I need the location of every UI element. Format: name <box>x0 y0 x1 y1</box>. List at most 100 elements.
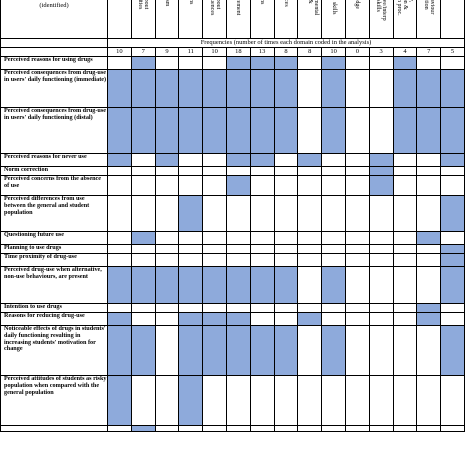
coded-cell <box>440 244 465 254</box>
frequency-value: 0 <box>344 47 370 57</box>
empty-cell <box>107 244 132 254</box>
empty-cell <box>273 253 299 267</box>
empty-cell <box>225 166 251 176</box>
empty-cell <box>368 303 394 313</box>
empty-cell <box>416 425 442 432</box>
table-row: Perceived consequences from drug-use in … <box>0 107 465 154</box>
empty-cell <box>321 375 346 426</box>
empty-cell <box>321 195 346 232</box>
empty-cell <box>344 425 370 432</box>
empty-cell <box>178 303 204 313</box>
empty-cell <box>416 153 442 167</box>
empty-cell <box>440 425 465 432</box>
behaviour-label: Intention to use drugs <box>0 303 108 313</box>
empty-cell <box>297 166 323 176</box>
empty-cell <box>416 375 442 426</box>
empty-cell <box>130 303 156 313</box>
domain-header-label: ry, ion & on proc. <box>395 0 414 16</box>
domain-header-label: nces <box>282 0 289 7</box>
coded-cell <box>225 325 251 376</box>
empty-cell <box>154 312 180 326</box>
empty-cell <box>202 253 227 267</box>
table-row: Perceived attitudes of students as risky… <box>0 375 465 426</box>
coded-cell <box>440 107 465 154</box>
coded-cell <box>416 303 442 313</box>
empty-cell <box>202 175 227 196</box>
empty-cell <box>368 266 394 304</box>
empty-cell <box>392 153 418 167</box>
coded-cell <box>130 231 156 245</box>
empty-cell <box>321 166 346 176</box>
coded-cell <box>225 175 251 196</box>
coded-cell <box>225 312 251 326</box>
empty-cell <box>154 303 180 313</box>
empty-cell <box>130 253 156 267</box>
empty-cell <box>297 244 323 254</box>
empty-cell <box>178 56 204 70</box>
coded-cell <box>225 266 251 304</box>
behaviour-label: Perceived reasons for never use <box>0 153 108 167</box>
coded-cell <box>202 325 227 376</box>
domain-header-label: about ilities <box>137 0 150 10</box>
empty-cell <box>392 303 418 313</box>
coded-cell <box>178 266 204 304</box>
coded-cell <box>392 107 418 154</box>
frequencies-row-spacer <box>0 47 108 57</box>
domain-header-label: ons <box>187 0 194 5</box>
coded-cell <box>321 107 346 154</box>
frequency-value: 13 <box>249 47 275 57</box>
behaviour-label: Perceived drug-use when alternative, non… <box>0 266 108 304</box>
empty-cell <box>225 195 251 232</box>
empty-cell <box>297 56 323 70</box>
coded-cell <box>440 153 465 167</box>
empty-cell <box>154 325 180 376</box>
empty-cell <box>392 244 418 254</box>
empty-cell <box>273 303 299 313</box>
domain-header: ons <box>178 0 204 39</box>
coded-cell <box>154 266 180 304</box>
table-row: Intention to use drugs <box>0 303 465 313</box>
empty-cell <box>225 303 251 313</box>
empty-cell <box>344 56 370 70</box>
empty-cell <box>107 253 132 267</box>
coded-cell <box>273 107 299 154</box>
domain-header-label: ons <box>259 0 266 5</box>
coded-cell <box>130 425 156 432</box>
behaviour-label: Perceived consequences from drug-use in … <box>0 107 108 154</box>
coded-cell <box>297 153 323 167</box>
empty-cell <box>273 244 299 254</box>
coded-cell <box>225 69 251 108</box>
empty-cell <box>273 425 299 432</box>
empty-cell <box>154 56 180 70</box>
empty-cell <box>178 253 204 267</box>
empty-cell <box>416 253 442 267</box>
coded-cell <box>130 56 156 70</box>
behaviour-label: Noticeable effects of drugs in students'… <box>0 325 108 376</box>
coded-cell <box>321 56 346 70</box>
empty-cell <box>202 425 227 432</box>
empty-cell <box>249 231 275 245</box>
coded-cell <box>273 266 299 304</box>
coded-cell <box>249 56 275 70</box>
table-row: Time proximity of drug-use <box>0 253 465 267</box>
table-row: Perceived drug-use when alternative, non… <box>0 266 465 304</box>
empty-cell <box>297 375 323 426</box>
domain-header: al skills <box>321 0 346 39</box>
domain-header: rcement <box>225 0 251 39</box>
empty-cell <box>344 303 370 313</box>
frequency-value: 8 <box>273 47 299 57</box>
empty-cell <box>202 244 227 254</box>
coded-cell <box>130 266 156 304</box>
empty-cell <box>440 231 465 245</box>
table-row: Perceived consequences from drug-use in … <box>0 69 465 108</box>
empty-cell <box>154 231 180 245</box>
coded-cell <box>154 153 180 167</box>
table-row: Perceived concerns from the absence of u… <box>0 175 465 196</box>
empty-cell <box>392 253 418 267</box>
empty-cell <box>107 166 132 176</box>
empty-cell <box>225 375 251 426</box>
empty-cell <box>107 303 132 313</box>
coded-cell <box>154 107 180 154</box>
header-row: related behaviours (identified)y about il… <box>0 0 465 39</box>
